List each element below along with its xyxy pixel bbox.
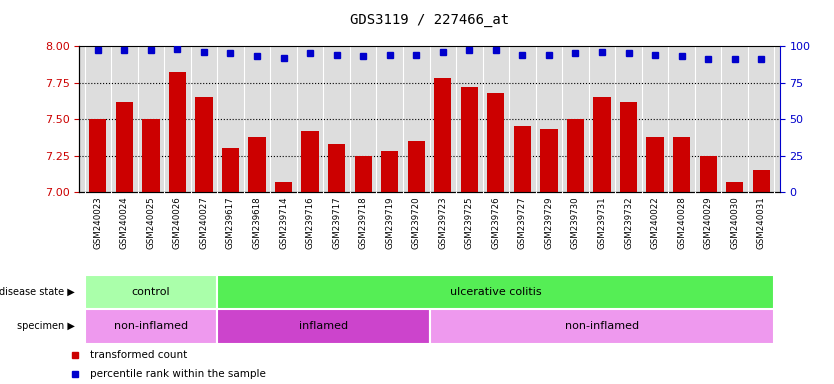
Bar	[752, 170, 770, 192]
Bar	[328, 144, 345, 192]
Text: GSM240024: GSM240024	[120, 196, 128, 249]
Bar	[381, 151, 399, 192]
Text: GSM239730: GSM239730	[571, 196, 580, 249]
Bar	[646, 137, 664, 192]
Bar	[217, 309, 430, 344]
Bar	[217, 275, 775, 309]
Text: GSM239720: GSM239720	[412, 196, 420, 249]
Text: GSM239719: GSM239719	[385, 196, 394, 248]
Text: GSM239726: GSM239726	[491, 196, 500, 249]
Bar	[435, 78, 451, 192]
Bar	[567, 119, 584, 192]
Text: GSM239717: GSM239717	[332, 196, 341, 249]
Bar	[408, 141, 425, 192]
Bar	[195, 97, 213, 192]
Bar	[620, 101, 637, 192]
Bar	[84, 309, 217, 344]
Bar	[593, 97, 610, 192]
Text: non-inflamed: non-inflamed	[565, 321, 639, 331]
Text: GSM239727: GSM239727	[518, 196, 527, 249]
Text: GSM240025: GSM240025	[147, 196, 155, 249]
Bar	[487, 93, 505, 192]
Text: inflamed: inflamed	[299, 321, 348, 331]
Text: percentile rank within the sample: percentile rank within the sample	[90, 369, 266, 379]
Text: GSM240029: GSM240029	[704, 196, 712, 249]
Bar	[514, 126, 531, 192]
Bar	[354, 156, 372, 192]
Text: GSM240030: GSM240030	[731, 196, 739, 249]
Text: GSM240022: GSM240022	[651, 196, 660, 249]
Text: GSM239732: GSM239732	[624, 196, 633, 249]
Bar	[222, 148, 239, 192]
Text: GSM239617: GSM239617	[226, 196, 235, 249]
Text: GSM239718: GSM239718	[359, 196, 368, 249]
Text: GSM240028: GSM240028	[677, 196, 686, 249]
Bar	[84, 275, 217, 309]
Bar	[700, 156, 716, 192]
Text: GSM239716: GSM239716	[305, 196, 314, 249]
Bar	[673, 137, 691, 192]
Bar	[275, 182, 292, 192]
Text: specimen ▶: specimen ▶	[18, 321, 75, 331]
Bar	[460, 87, 478, 192]
Bar	[143, 119, 159, 192]
Text: ulcerative colitis: ulcerative colitis	[450, 287, 541, 297]
Bar	[430, 309, 775, 344]
Bar	[89, 119, 107, 192]
Text: GSM240026: GSM240026	[173, 196, 182, 249]
Bar	[301, 131, 319, 192]
Text: GDS3119 / 227466_at: GDS3119 / 227466_at	[350, 13, 509, 27]
Bar	[168, 72, 186, 192]
Text: GSM239723: GSM239723	[439, 196, 447, 249]
Text: GSM239725: GSM239725	[465, 196, 474, 249]
Text: disease state ▶: disease state ▶	[0, 287, 75, 297]
Text: GSM239731: GSM239731	[597, 196, 606, 249]
Bar	[249, 137, 266, 192]
Text: control: control	[132, 287, 170, 297]
Bar	[540, 129, 558, 192]
Text: GSM239618: GSM239618	[253, 196, 262, 249]
Text: GSM240023: GSM240023	[93, 196, 103, 249]
Text: GSM240027: GSM240027	[199, 196, 208, 249]
Text: non-inflamed: non-inflamed	[113, 321, 188, 331]
Text: GSM240031: GSM240031	[756, 196, 766, 249]
Text: GSM239729: GSM239729	[545, 196, 554, 248]
Bar	[116, 101, 133, 192]
Text: GSM239714: GSM239714	[279, 196, 288, 249]
Text: transformed count: transformed count	[90, 350, 188, 360]
Bar	[726, 182, 743, 192]
